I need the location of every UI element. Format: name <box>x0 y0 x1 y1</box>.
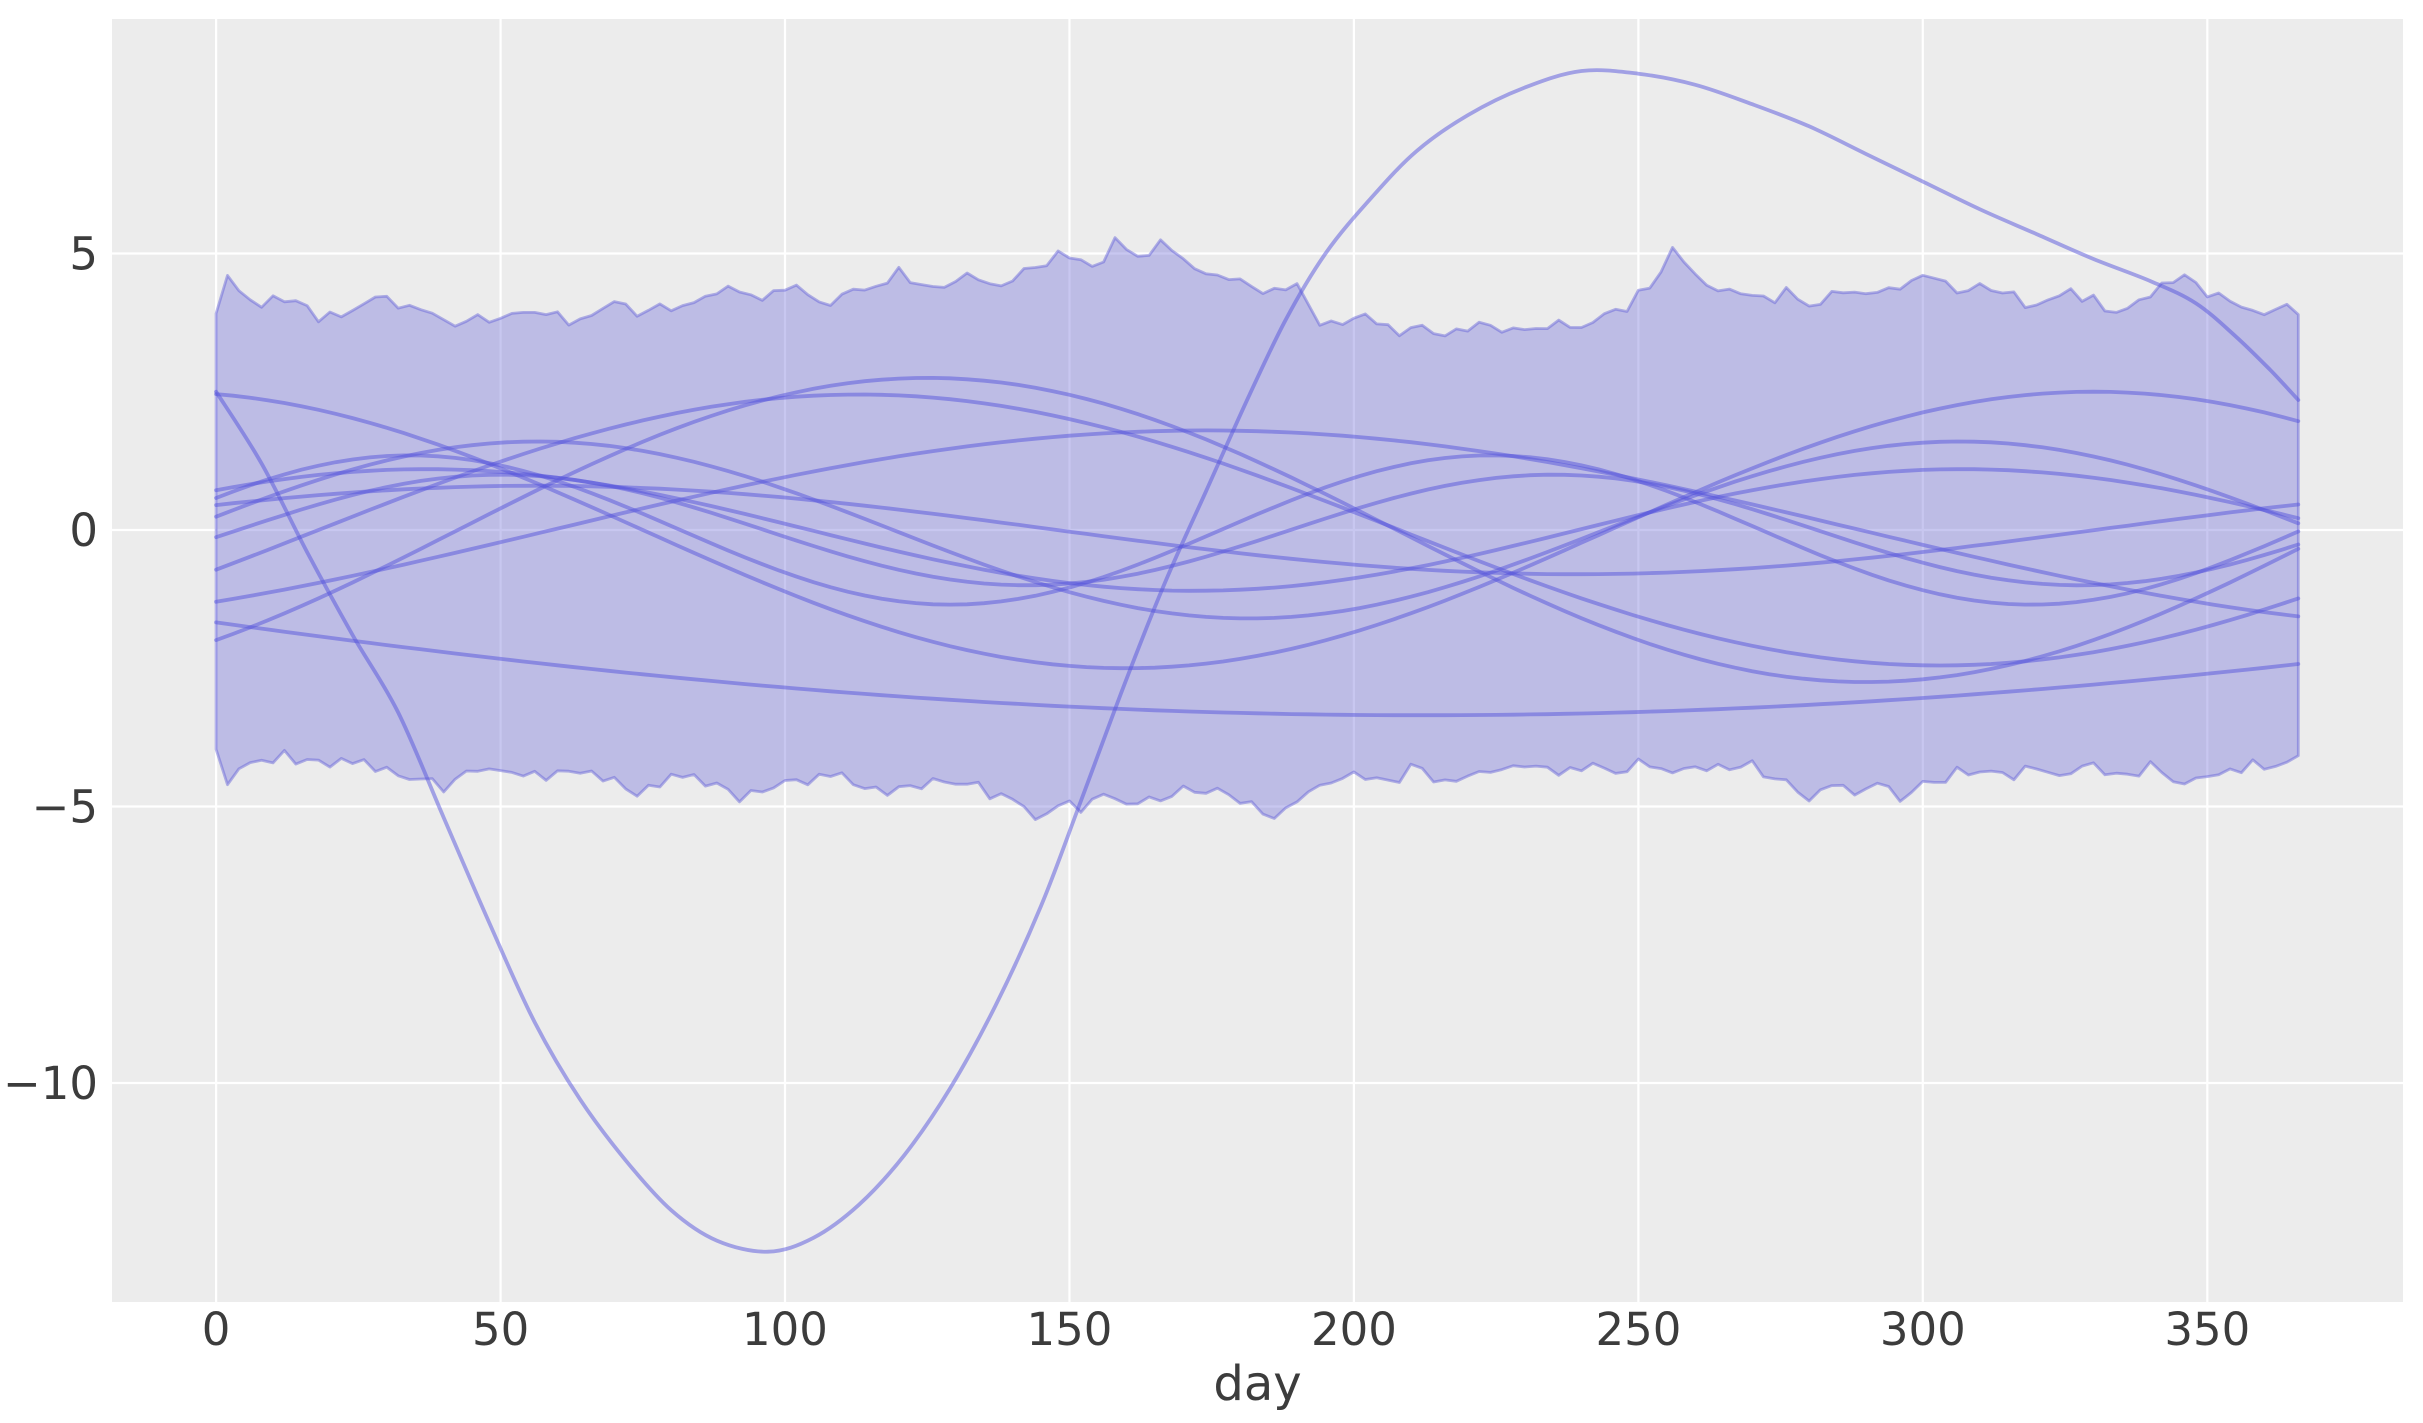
y-tick-labels: 5 0 −5 −10 <box>3 228 98 1111</box>
x-tick-label: 250 <box>1595 1303 1681 1356</box>
x-tick-label: 0 <box>202 1303 231 1356</box>
x-tick-labels: 0 50 100 150 200 250 300 350 <box>202 1303 2250 1356</box>
ensemble-line <box>214 428 2301 619</box>
ensemble-line <box>214 453 2301 607</box>
y-tick-label: 0 <box>69 504 98 557</box>
ensemble-line <box>214 389 2301 671</box>
x-tick-label: 100 <box>742 1303 828 1356</box>
ensemble-lines <box>214 375 2301 718</box>
ensemble-line <box>214 483 2301 577</box>
x-tick-label: 150 <box>1027 1303 1113 1356</box>
grid <box>112 19 2403 1302</box>
x-tick-label: 50 <box>472 1303 529 1356</box>
x-tick-label: 200 <box>1311 1303 1397 1356</box>
band-area <box>214 236 2300 821</box>
ensemble-line <box>214 439 2301 621</box>
y-tick-label: −10 <box>3 1057 98 1110</box>
x-axis-title: day <box>1213 1356 1301 1412</box>
outlier-path <box>214 68 2301 1254</box>
outlier-line <box>214 68 2301 1254</box>
uncertainty-band <box>214 236 2300 821</box>
ensemble-line <box>214 620 2301 718</box>
y-tick-label: −5 <box>32 781 98 834</box>
x-tick-label: 350 <box>2164 1303 2250 1356</box>
x-tick-label: 300 <box>1880 1303 1966 1356</box>
ensemble-line <box>214 472 2301 588</box>
y-tick-label: 5 <box>69 228 98 281</box>
